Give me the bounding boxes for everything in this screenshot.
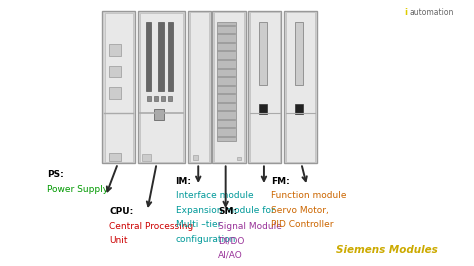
Text: Servo Motor,: Servo Motor, xyxy=(271,206,329,215)
Bar xyxy=(250,12,280,162)
Bar xyxy=(214,12,244,162)
Text: CPU:: CPU: xyxy=(109,207,134,216)
Bar xyxy=(248,11,282,163)
Bar xyxy=(259,104,267,114)
Bar xyxy=(284,11,318,163)
Bar xyxy=(212,11,246,163)
Text: IM:: IM: xyxy=(175,177,191,186)
Bar xyxy=(295,22,303,85)
Bar xyxy=(143,154,151,161)
Text: PS:: PS: xyxy=(47,170,64,179)
Text: Expansion module for: Expansion module for xyxy=(175,206,274,215)
Bar xyxy=(109,87,121,99)
Bar xyxy=(168,22,173,91)
Text: i: i xyxy=(404,8,407,17)
Bar xyxy=(109,153,121,161)
Bar xyxy=(286,12,316,162)
Text: Power Supply: Power Supply xyxy=(47,185,108,194)
Text: DI/DO: DI/DO xyxy=(218,236,245,245)
Bar xyxy=(295,104,303,114)
Text: Unit: Unit xyxy=(109,236,128,245)
Bar xyxy=(155,96,158,101)
Text: automation: automation xyxy=(409,8,454,17)
Text: Multi –tier: Multi –tier xyxy=(175,220,221,229)
Bar xyxy=(109,44,121,56)
Bar xyxy=(138,11,185,163)
Text: Central Processing: Central Processing xyxy=(109,222,194,231)
Text: SM:: SM: xyxy=(218,207,237,216)
Text: AI/AO: AI/AO xyxy=(218,251,243,260)
Text: Siemens Modules: Siemens Modules xyxy=(336,245,438,255)
Bar xyxy=(155,109,164,120)
Text: Signal Module: Signal Module xyxy=(218,222,282,231)
Bar xyxy=(105,13,133,162)
Bar xyxy=(190,12,209,162)
Bar xyxy=(217,22,236,141)
Bar xyxy=(188,11,210,163)
Text: configuration: configuration xyxy=(175,235,236,244)
Bar xyxy=(140,13,182,162)
Bar xyxy=(237,157,241,160)
Bar xyxy=(102,11,136,163)
Bar xyxy=(109,65,121,77)
Bar xyxy=(168,96,172,101)
Bar xyxy=(147,96,151,101)
Bar xyxy=(157,22,164,91)
Text: Interface module: Interface module xyxy=(175,191,253,200)
Text: FM:: FM: xyxy=(271,177,290,186)
Bar xyxy=(146,22,151,91)
Text: Function module: Function module xyxy=(271,191,346,200)
Bar xyxy=(192,155,198,160)
Bar xyxy=(161,96,165,101)
Bar xyxy=(259,22,267,85)
Text: PID Controller: PID Controller xyxy=(271,220,334,229)
